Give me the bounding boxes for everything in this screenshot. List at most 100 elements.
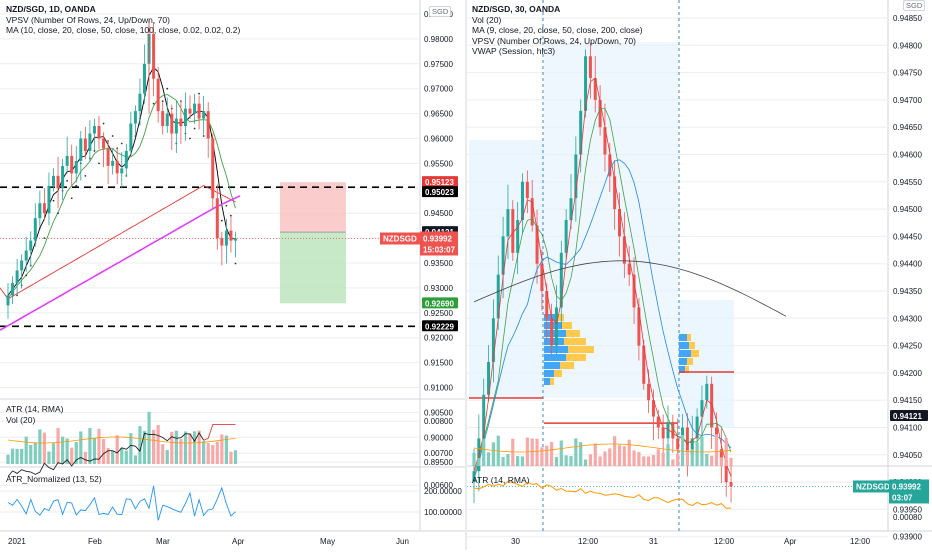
left-psar-dot — [134, 135, 137, 137]
right-price-tick: 0.94300 — [893, 314, 922, 323]
left-psar-dot — [198, 92, 201, 95]
right-volume-bar — [574, 438, 578, 466]
right-volume-bar — [472, 452, 476, 466]
right-candle-body — [487, 361, 491, 395]
left-atr-tick: 0.00700 — [424, 449, 453, 458]
right-vpsv-up-bar — [544, 362, 560, 369]
right-volume-bar — [685, 450, 689, 466]
left-vol-title[interactable]: Vol (20) — [6, 414, 36, 425]
left-volume-bar — [24, 436, 28, 464]
right-volume-bar — [710, 455, 714, 466]
right-volume-bar — [719, 457, 723, 466]
left-volume-bar — [20, 448, 24, 464]
left-price-tick: 0.92500 — [424, 309, 453, 318]
right-candle-body — [661, 427, 665, 439]
left-volume-bar — [124, 450, 128, 464]
right-volume-bar — [506, 454, 510, 466]
left-currency-label[interactable]: SGD — [429, 6, 452, 17]
left-volume-bar — [165, 450, 169, 464]
left-psar-dot — [52, 199, 55, 202]
right-symbol-tag: NZDSGD — [856, 482, 890, 491]
right-candle-body — [613, 176, 617, 210]
left-psar-dot — [220, 219, 223, 222]
left-candle-body — [156, 78, 160, 112]
right-candle-body — [525, 181, 529, 199]
left-atr-legend: ATR (14, RMA) Vol (20) — [6, 404, 63, 425]
right-atr-legend[interactable]: ATR (14, RMA) — [472, 475, 530, 485]
right-vol-legend[interactable]: Vol (20) — [472, 14, 502, 25]
left-volume-bar — [65, 438, 69, 464]
left-volume-bar — [215, 441, 219, 464]
left-norm-legend[interactable]: ATR_Normalized (13, 52) — [6, 474, 102, 484]
right-candle-body — [506, 209, 510, 237]
right-symbol-title[interactable]: NZD/SGD, 30, OANDA — [472, 4, 561, 14]
left-candle-body — [215, 198, 219, 239]
left-volume-bar — [101, 439, 106, 464]
left-volume-bar — [51, 443, 56, 464]
right-volume-bar — [583, 459, 588, 466]
right-candle-body — [593, 78, 597, 100]
right-candle-body — [690, 438, 694, 455]
right-volume-bar — [666, 444, 670, 466]
left-candle-body — [65, 155, 69, 166]
right-volume-bar — [613, 436, 617, 466]
right-countdown-tag: 03:07 — [892, 493, 913, 502]
right-ma-legend[interactable]: MA (9, close, 20, close, 50, close, 200,… — [472, 25, 643, 35]
left-candle-body — [202, 111, 206, 119]
left-volume-bar — [29, 445, 33, 464]
right-candle-body — [695, 416, 699, 439]
left-candle-body — [188, 108, 192, 114]
left-candle-body — [6, 295, 10, 306]
right-candle-body — [603, 127, 607, 155]
left-vpsv-legend[interactable]: VPSV (Number Of Rows, 24, Up/Down, 70) — [6, 14, 170, 25]
right-last-dark-tag-bg — [890, 410, 928, 422]
right-volume-bar — [477, 458, 481, 466]
left-candle-body — [120, 168, 124, 174]
left-date-label: Mar — [156, 537, 170, 546]
left-level-top-tag-bg — [422, 186, 458, 198]
left-volume-bar — [229, 451, 233, 464]
right-candle-body — [685, 427, 689, 455]
right-vpsv-down-bar — [566, 330, 580, 337]
right-candle-body — [729, 482, 733, 487]
left-candle-body — [179, 118, 183, 127]
right-candle-body — [584, 56, 588, 111]
left-candle-body — [170, 113, 174, 134]
left-level-bottom-tag-bg — [422, 320, 458, 332]
right-volume-bar — [545, 445, 549, 466]
left-symbol-title[interactable]: NZD/SGD, 1D, OANDA — [6, 4, 96, 14]
right-candle-body — [550, 318, 554, 346]
right-vpsv-up-bar — [679, 350, 691, 357]
left-psar-dot — [193, 127, 196, 130]
right-candle-body — [632, 274, 636, 308]
right-price-tick: 0.94500 — [893, 205, 922, 214]
left-candle-body — [224, 230, 228, 246]
right-volume-bar — [550, 441, 554, 466]
right-candle-body — [676, 438, 680, 450]
left-volume-bar — [74, 442, 78, 464]
right-candle-body — [496, 274, 500, 319]
left-volume-bar — [83, 451, 87, 464]
left-candle-body — [211, 138, 215, 199]
left-symbol-tag: NZDSGD — [383, 234, 417, 243]
right-vpsv-legend[interactable]: VPSV (Number Of Rows, 24, Up/Down, 70) — [472, 35, 636, 46]
left-candle-body — [83, 138, 87, 151]
right-volume-bar — [588, 454, 592, 466]
right-candle-body — [535, 225, 539, 264]
left-candle-body — [220, 238, 224, 246]
left-price-tick: 0.98000 — [424, 35, 453, 44]
right-currency-label[interactable]: SGD — [903, 0, 926, 11]
right-vpsv-up-bar — [544, 338, 564, 345]
left-volume-bar — [147, 411, 151, 464]
right-candle-body — [491, 318, 495, 362]
left-atr-title[interactable]: ATR (14, RMA) — [6, 404, 64, 414]
left-price-tick: 0.96500 — [424, 110, 453, 119]
left-ma50-line — [0, 184, 236, 300]
right-vwap-legend[interactable]: VWAP (Session, hlc3) — [472, 46, 556, 56]
left-price-tick: 0.90500 — [424, 408, 453, 417]
right-volume-bar — [661, 452, 665, 466]
left-volume-bar — [233, 450, 238, 464]
right-price-tag-bg — [889, 479, 929, 504]
left-ma-legend[interactable]: MA (10, close, 20, close, 50, close, 100… — [6, 25, 241, 35]
